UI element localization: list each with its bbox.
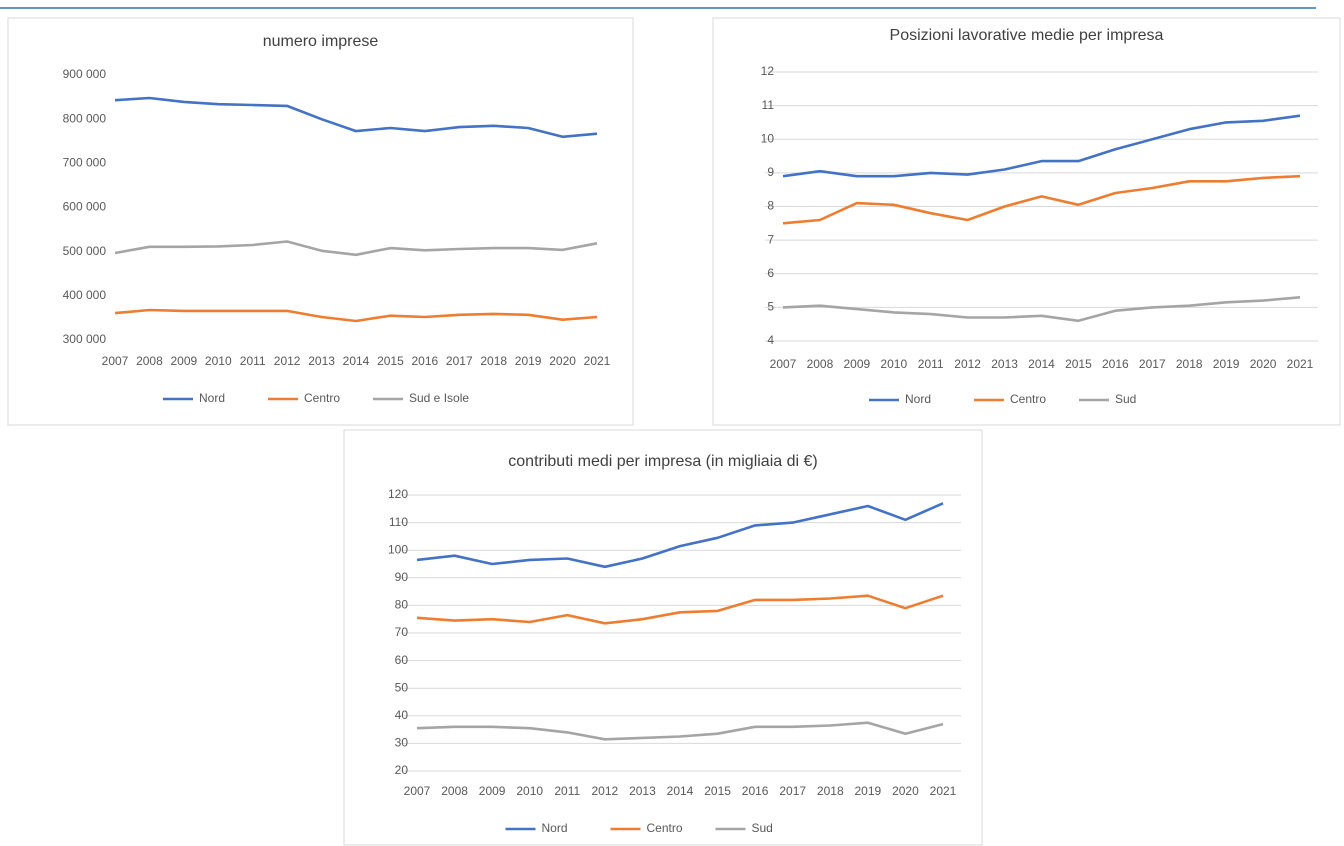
x-tick-label: 2019 — [855, 784, 882, 798]
y-tick-label: 60 — [395, 653, 409, 667]
legend-label: Nord — [542, 821, 568, 835]
y-tick-label: 800 000 — [63, 111, 107, 125]
x-tick-label: 2021 — [584, 354, 611, 368]
chart-panel: numero imprese 300 000 400 000 500 000 600 0… — [7, 17, 634, 426]
data-line — [782, 174, 1301, 225]
panel-border — [343, 429, 983, 846]
data-line — [416, 594, 944, 625]
x-tick-label: 2014 — [343, 354, 370, 368]
x-tick-label: 2012 — [274, 354, 301, 368]
x-tick-label: 2012 — [592, 784, 619, 798]
x-tick-label: 2020 — [1250, 357, 1277, 371]
y-tick-label: 400 000 — [63, 288, 107, 302]
x-tick-label: 2008 — [441, 784, 468, 798]
x-tick-label: 2017 — [446, 354, 473, 368]
y-tick-label: 300 000 — [63, 332, 107, 346]
x-tick-label: 2013 — [991, 357, 1018, 371]
data-line — [416, 721, 944, 741]
data-line — [416, 502, 944, 569]
x-tick-label: 2020 — [892, 784, 919, 798]
x-tick-label: 2016 — [1102, 357, 1129, 371]
legend-label: Centro — [647, 821, 683, 835]
y-tick-label: 900 000 — [63, 67, 107, 81]
y-tick-label: 600 000 — [63, 200, 107, 214]
y-tick-label: 20 — [395, 763, 409, 777]
x-tick-label: 2008 — [807, 357, 834, 371]
chart-panel: Posizioni lavorative medie per impresa 4 5… — [712, 17, 1341, 426]
y-tick-label: 12 — [761, 64, 775, 78]
x-tick-label: 2016 — [742, 784, 769, 798]
x-tick-label: 2007 — [102, 354, 129, 368]
x-tick-label: 2018 — [1176, 357, 1203, 371]
y-tick-label: 6 — [767, 266, 774, 280]
data-line — [114, 96, 598, 139]
y-tick-label: 10 — [761, 131, 775, 145]
y-tick-label: 5 — [767, 300, 774, 314]
y-tick-label: 30 — [395, 736, 409, 750]
y-tick-label: 90 — [395, 570, 409, 584]
legend-label: Centro — [304, 391, 340, 405]
chart-title: Posizioni lavorative medie per impresa — [890, 27, 1164, 44]
legend-label: Sud e Isole — [409, 391, 469, 405]
x-tick-label: 2017 — [1139, 357, 1166, 371]
x-tick-label: 2009 — [479, 784, 506, 798]
x-tick-label: 2015 — [377, 354, 404, 368]
data-line — [782, 296, 1301, 323]
x-tick-label: 2018 — [817, 784, 844, 798]
x-tick-label: 2018 — [480, 354, 507, 368]
chart-title: contributi medi per impresa (in migliaia… — [508, 453, 817, 470]
data-line — [782, 114, 1301, 178]
y-tick-label: 70 — [395, 625, 409, 639]
y-tick-label: 120 — [388, 487, 408, 501]
y-tick-label: 4 — [767, 333, 774, 347]
y-tick-label: 500 000 — [63, 244, 107, 258]
x-tick-label: 2011 — [554, 784, 580, 798]
y-tick-label: 11 — [762, 98, 775, 112]
y-tick-label: 80 — [395, 598, 409, 612]
chart-title: numero imprese — [263, 33, 379, 50]
x-tick-label: 2008 — [136, 354, 163, 368]
x-tick-label: 2015 — [1065, 357, 1092, 371]
x-tick-label: 2010 — [205, 354, 232, 368]
x-tick-label: 2011 — [240, 354, 266, 368]
x-tick-label: 2020 — [549, 354, 576, 368]
x-tick-label: 2012 — [954, 357, 981, 371]
x-tick-label: 2007 — [404, 784, 431, 798]
y-tick-label: 110 — [389, 515, 408, 529]
x-tick-label: 2009 — [171, 354, 198, 368]
x-tick-label: 2013 — [308, 354, 335, 368]
x-tick-label: 2021 — [1287, 357, 1314, 371]
x-tick-label: 2019 — [1213, 357, 1240, 371]
legend-label: Centro — [1010, 392, 1046, 406]
y-tick-label: 700 000 — [63, 156, 107, 170]
x-tick-label: 2009 — [844, 357, 871, 371]
y-tick-label: 9 — [767, 165, 774, 179]
y-tick-label: 40 — [395, 708, 409, 722]
x-tick-label: 2016 — [412, 354, 439, 368]
x-tick-label: 2021 — [930, 784, 957, 798]
x-tick-label: 2014 — [1028, 357, 1055, 371]
chart-panel: contributi medi per impresa (in migliaia… — [343, 429, 983, 846]
x-tick-label: 2007 — [770, 357, 797, 371]
legend-label: Nord — [905, 392, 931, 406]
y-tick-label: 100 — [388, 542, 408, 556]
y-tick-label: 7 — [767, 232, 774, 246]
x-tick-label: 2010 — [516, 784, 543, 798]
x-tick-label: 2014 — [667, 784, 694, 798]
legend-label: Sud — [752, 821, 773, 835]
legend-label: Sud — [1115, 392, 1136, 406]
x-tick-label: 2011 — [918, 357, 944, 371]
data-line — [114, 240, 598, 257]
x-tick-label: 2019 — [515, 354, 542, 368]
legend-label: Nord — [199, 391, 225, 405]
x-tick-label: 2015 — [704, 784, 731, 798]
y-tick-label: 50 — [395, 680, 409, 694]
x-tick-label: 2017 — [779, 784, 806, 798]
panel-border — [7, 17, 634, 426]
x-tick-label: 2013 — [629, 784, 656, 798]
x-tick-label: 2010 — [880, 357, 907, 371]
y-tick-label: 8 — [767, 199, 774, 213]
data-line — [114, 308, 598, 323]
